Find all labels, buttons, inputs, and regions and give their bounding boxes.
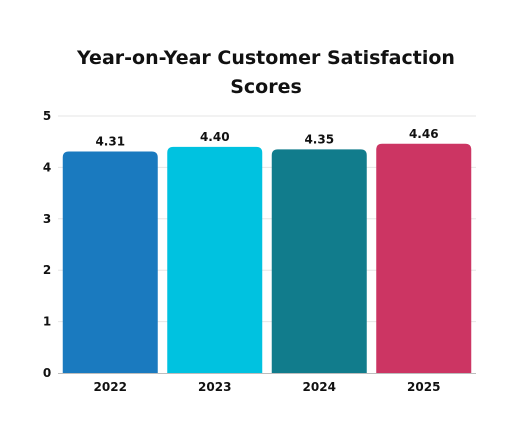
data-label-2022: 4.31 [95,134,125,148]
bars [62,143,472,373]
chart-title: Year-on-Year Customer Satisfaction Score… [77,47,455,98]
x-tick-label: 2024 [303,380,336,394]
y-tick-label: 2 [43,263,51,277]
y-tick-label: 1 [43,315,51,329]
y-tick-label: 4 [43,160,51,174]
bar-2025 [376,143,472,373]
bar-2023 [167,146,263,373]
labels: 0 1 2 3 4 5 4.31 2022 4.40 2023 4.35 2024 4.46 2025 [43,109,441,394]
data-label-2023: 4.40 [200,130,230,144]
x-tick-label: 2022 [94,380,127,394]
data-label-2025: 4.46 [409,127,439,141]
y-tick-label: 0 [43,366,51,380]
y-tick-label: 3 [43,212,51,226]
bar-2024 [271,149,367,373]
bar-2022 [62,151,158,373]
data-label-2024: 4.35 [304,132,334,146]
x-tick-label: 2025 [407,380,440,394]
y-tick-label: 5 [43,109,51,123]
x-tick-label: 2023 [198,380,231,394]
